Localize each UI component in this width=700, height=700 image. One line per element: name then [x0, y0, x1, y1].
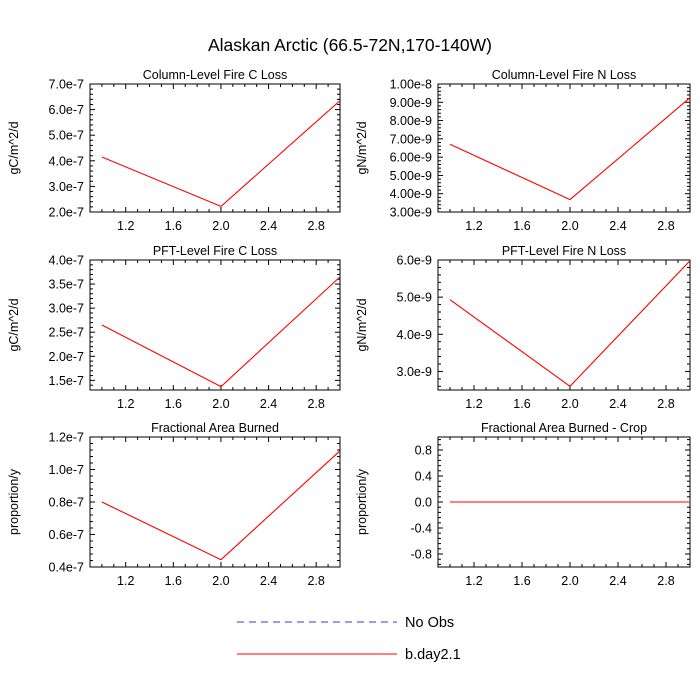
y-tick-label: 4.0e-7 — [49, 154, 84, 168]
x-tick-label: 1.6 — [513, 219, 530, 233]
x-tick-label: 1.2 — [117, 574, 134, 588]
x-tick-label: 2.8 — [657, 397, 674, 411]
y-tick-label: 4.0e-7 — [49, 254, 84, 268]
y-tick-label: 1.2e-7 — [49, 431, 84, 445]
x-tick-label: 1.6 — [165, 574, 182, 588]
chart-title: Column-Level Fire C Loss — [143, 68, 288, 82]
y-axis-label: gN/m^2/d — [355, 298, 369, 351]
x-tick-label: 2.0 — [212, 574, 229, 588]
x-tick-label: 2.0 — [561, 574, 578, 588]
x-tick-label: 1.2 — [117, 219, 134, 233]
y-tick-label: 0.4e-7 — [49, 561, 84, 575]
y-tick-label: 6.0e-7 — [49, 103, 84, 117]
y-tick-label: 9.00e-9 — [390, 96, 432, 110]
y-tick-label: 0.8 — [415, 444, 432, 458]
y-tick-label: 3.0e-7 — [49, 180, 84, 194]
x-tick-label: 2.8 — [307, 397, 324, 411]
x-tick-label: 2.4 — [260, 574, 277, 588]
y-tick-label: 0.0 — [415, 496, 432, 510]
y-tick-label: 7.00e-9 — [390, 132, 432, 146]
y-tick-label: 2.0e-7 — [49, 206, 84, 220]
chart-pft-level-fire-n-loss: PFT-Level Fire N Loss gN/m^2/d 1.2 1.6 2.0 2.… — [355, 244, 691, 411]
y-tick-label: 8.00e-9 — [390, 114, 432, 128]
y-tick-label: 5.0e-7 — [49, 129, 84, 143]
figure-title: Alaskan Arctic (66.5-72N,170-140W) — [208, 35, 492, 55]
chart-title: Column-Level Fire N Loss — [492, 68, 637, 82]
x-tick-label: 1.6 — [165, 219, 182, 233]
x-tick-label: 2.4 — [609, 574, 626, 588]
y-tick-label: -0.4 — [410, 522, 432, 536]
x-tick-label: 2.0 — [212, 397, 229, 411]
legend: No Obs b.day2.1 — [237, 615, 461, 663]
x-tick-label: 1.2 — [465, 397, 482, 411]
x-tick-label: 2.4 — [260, 219, 277, 233]
x-tick-label: 2.0 — [212, 219, 229, 233]
y-tick-label: -0.8 — [410, 548, 432, 562]
x-tick-label: 2.8 — [307, 219, 324, 233]
x-tick-label: 2.0 — [561, 397, 578, 411]
y-axis-label: gN/m^2/d — [355, 121, 369, 174]
y-tick-label: 3.00e-9 — [390, 206, 432, 220]
y-tick-label: 1.0e-7 — [49, 463, 84, 477]
y-tick-label: 1.00e-8 — [390, 78, 432, 92]
x-tick-label: 1.2 — [465, 219, 482, 233]
chart-title: Fractional Area Burned - Crop — [481, 421, 647, 435]
plot-frame — [437, 259, 691, 391]
x-tick-label: 1.6 — [165, 397, 182, 411]
plot-frame — [89, 436, 341, 568]
x-tick-label: 2.8 — [307, 574, 324, 588]
y-tick-label: 0.8e-7 — [49, 496, 84, 510]
y-tick-label: 0.4 — [415, 470, 432, 484]
x-tick-label: 2.0 — [561, 219, 578, 233]
y-tick-label: 5.0e-9 — [397, 291, 432, 305]
chart-title: PFT-Level Fire C Loss — [153, 244, 277, 258]
y-axis-label: gC/m^2/d — [7, 298, 21, 351]
y-tick-label: 4.0e-9 — [397, 328, 432, 342]
chart-panels: Column-Level Fire C Loss gC/m^2/d 1.2 1.6 2.… — [7, 68, 691, 588]
y-tick-label: 3.0e-9 — [397, 365, 432, 379]
y-tick-label: 2.5e-7 — [49, 326, 84, 340]
series-line-b-day2-1 — [449, 97, 691, 201]
y-tick-label: 5.00e-9 — [390, 169, 432, 183]
chart-column-level-fire-n-loss: Column-Level Fire N Loss gN/m^2/d 1.2 1.6 2.… — [355, 68, 691, 233]
series-line-b-day2-1 — [449, 260, 691, 388]
x-tick-label: 2.4 — [609, 219, 626, 233]
y-tick-label: 4.00e-9 — [390, 187, 432, 201]
plot-frame — [89, 83, 341, 213]
chart-title: Fractional Area Burned — [151, 421, 279, 435]
y-tick-label: 2.0e-7 — [49, 350, 84, 364]
x-tick-label: 2.4 — [609, 397, 626, 411]
y-tick-label: 0.6e-7 — [49, 528, 84, 542]
y-tick-label: 7.0e-7 — [49, 78, 84, 92]
legend-label-b-day2-1: b.day2.1 — [405, 647, 461, 663]
y-tick-label: 6.00e-9 — [390, 151, 432, 165]
plot-frame — [437, 83, 691, 213]
legend-label-no-obs: No Obs — [405, 615, 454, 631]
y-tick-label: 3.0e-7 — [49, 302, 84, 316]
x-tick-label: 1.6 — [513, 397, 530, 411]
y-tick-label: 3.5e-7 — [49, 278, 84, 292]
x-tick-label: 1.2 — [117, 397, 134, 411]
x-tick-label: 1.2 — [465, 574, 482, 588]
plot-frame — [89, 259, 341, 391]
y-tick-label: 1.5e-7 — [49, 374, 84, 388]
y-axis-label: proportion/y — [355, 468, 369, 535]
series-line-b-day2-1 — [101, 100, 341, 208]
x-tick-label: 2.8 — [657, 574, 674, 588]
series-line-b-day2-1 — [101, 276, 341, 388]
x-tick-label: 2.8 — [657, 219, 674, 233]
chart-column-level-fire-c-loss: Column-Level Fire C Loss gC/m^2/d 1.2 1.6 2.… — [7, 68, 341, 233]
chart-pft-level-fire-c-loss: PFT-Level Fire C Loss gC/m^2/d 1.2 1.6 2.0 2.… — [7, 244, 341, 411]
y-tick-label: 6.0e-9 — [397, 254, 432, 268]
y-axis-label: proportion/y — [7, 468, 21, 535]
x-tick-label: 2.4 — [260, 397, 277, 411]
chart-fractional-area-burned: Fractional Area Burned proportion/y 1.2 1.6… — [7, 421, 341, 588]
x-tick-label: 1.6 — [513, 574, 530, 588]
chart-fractional-area-burned-crop: Fractional Area Burned - Crop proportion/… — [355, 421, 691, 588]
y-axis-label: gC/m^2/d — [7, 121, 21, 174]
chart-title: PFT-Level Fire N Loss — [502, 244, 626, 258]
series-line-b-day2-1 — [101, 450, 341, 561]
